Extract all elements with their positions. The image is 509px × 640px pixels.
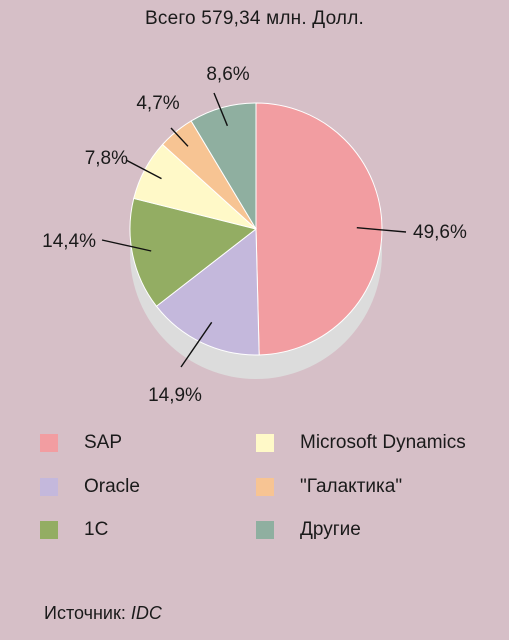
legend-label: Microsoft Dynamics [300,432,466,453]
leader-line [356,227,407,233]
leader-line [101,239,152,252]
legend-swatch [40,434,58,452]
leader-line [125,159,162,180]
legend-label: SAP [84,432,123,453]
legend-item-sap: SAP [40,430,122,456]
legend-item-galaktika: "Галактика" [256,474,402,500]
data-label: 8,6% [206,64,249,85]
data-label: 4,7% [136,93,179,114]
legend-swatch [256,478,274,496]
source-prefix: Источник: [44,603,131,623]
pie-slice-oracle [155,227,260,356]
legend-swatch [256,434,274,452]
legend: SAP Microsoft Dynamics Oracle "Галактика… [0,425,509,555]
data-label: 14,9% [148,385,202,406]
legend-swatch [256,521,274,539]
chart-title: Всего 579,34 млн. Долл. [145,8,364,29]
legend-item-oracle: Oracle [40,474,140,500]
source-note: Источник: IDC [44,603,162,624]
legend-swatch [40,521,58,539]
pie-slice-1c [129,197,258,307]
leader-line [213,92,229,127]
leader-line [170,127,189,147]
legend-item-microsoft-dynamics: Microsoft Dynamics [256,430,466,456]
legend-label: Oracle [84,476,140,497]
source-name: IDC [130,603,162,623]
legend-label: Другие [300,519,361,540]
legend-label: "Галактика" [300,476,403,497]
data-label: 49,6% [413,222,467,243]
pie-slice-sap [255,102,383,356]
pie-slice-другие [190,102,257,231]
legend-swatch [40,478,58,496]
legend-item-1c: 1C [40,517,108,543]
data-label: 7,8% [85,148,128,169]
leader-line [180,321,213,368]
legend-label: 1C [84,519,109,540]
data-label: 14,4% [42,231,96,252]
legend-item-other: Другие [256,517,361,543]
